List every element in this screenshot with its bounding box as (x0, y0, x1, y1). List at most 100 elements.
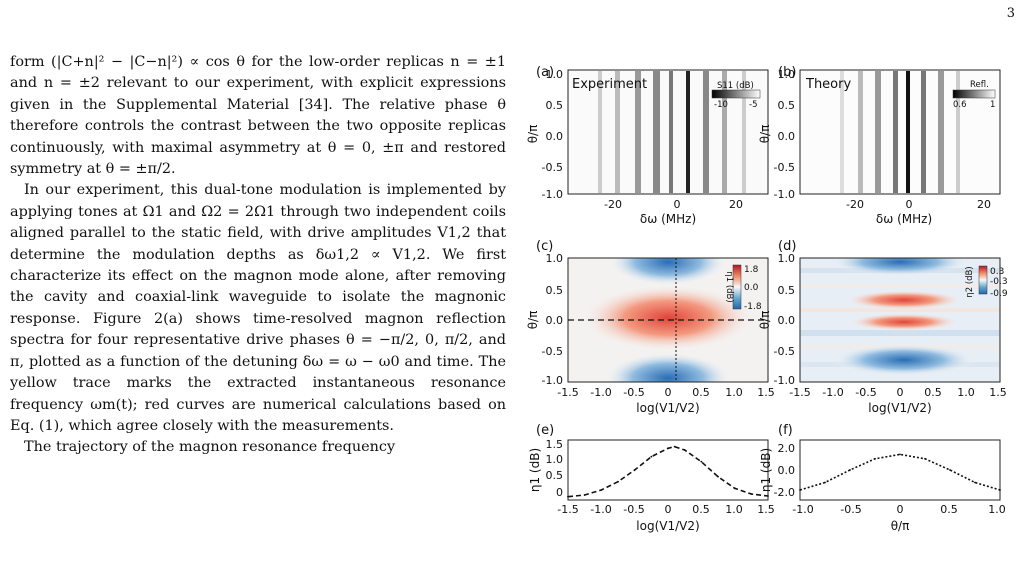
panel-c-colorbar-tick: 0.0 (744, 283, 759, 293)
panel-c-ytick: -1.0 (542, 374, 563, 387)
panel-f-data-point (799, 489, 801, 491)
panel-e-xtick: 0 (665, 503, 672, 516)
panel-a-title: Experiment (572, 77, 647, 92)
panel-b-xtick: 20 (977, 198, 991, 211)
panel-d-xtick: -0.5 (855, 386, 876, 399)
panel-d-ylabel: θ/π (758, 311, 772, 330)
panel-f-ytick: 2.0 (778, 442, 796, 455)
panel-f-axes (799, 439, 1001, 501)
panel-c-colorbar-label: η1 (dB) (724, 271, 734, 302)
panel-e-data-point (767, 495, 769, 497)
panel-c-xtick: -1.5 (557, 386, 578, 399)
panel-d-xtick: 1.5 (989, 386, 1007, 399)
panel-b-colorbar-tick: 0.6 (953, 100, 967, 110)
panel-a-ytick: 0.0 (546, 130, 564, 143)
panel-d-xlabel: log(V1/V2) (868, 401, 931, 415)
panel-f-data-point (874, 457, 876, 460)
panel-d-frame (799, 257, 1001, 383)
body-text: form (|C+n|² − |C−n|²) ∝ cos θ for the l… (10, 52, 506, 459)
panel-e-data-point (567, 495, 569, 498)
panel-b-xtick: 0 (906, 198, 913, 211)
page-number: 3 (1006, 6, 1015, 21)
panel-e-data-point (667, 447, 669, 450)
panel-c-tag: (c) (536, 239, 553, 254)
panel-a-xlabel: δω (MHz) (640, 212, 696, 226)
panel-e-xtick: -0.5 (623, 503, 644, 516)
panel-d-colorbar-tick: -0.3 (990, 277, 1008, 287)
panel-e-data-point (583, 494, 586, 496)
paragraph: In our experiment, this dual-tone modula… (10, 182, 506, 434)
panel-c-xtick: 1.0 (725, 386, 743, 399)
panel-b-ytick: -0.5 (774, 161, 795, 174)
panel-b-colorbar-tick: 1 (990, 100, 995, 110)
panel-e-data-point (700, 460, 703, 463)
paragraph: The trajectory of the magnon resonance f… (24, 439, 396, 456)
panel-b-ytick: 1.0 (778, 68, 796, 81)
panel-e-ytick: 1.0 (546, 453, 564, 466)
panel-e-ylabel: η1 (dB) (528, 448, 542, 492)
panel-f-xtick: 0.5 (940, 503, 958, 516)
panel-b-ytick: -1.0 (774, 188, 795, 201)
panel-e-ytick: 0 (556, 486, 563, 499)
panel-a: (a) Experiment S11 (dB) -10 -5 1.0 0.5 0… (526, 65, 769, 226)
panel-b-colorbar-label: Refl. (970, 80, 989, 90)
panel-a-xtick: 0 (674, 198, 681, 211)
panel-c-xtick: -0.5 (623, 386, 644, 399)
panel-c-ytick: 0.5 (546, 284, 564, 297)
panel-e-data-point (750, 493, 753, 495)
panel-b: (b) Theory Refl. 0.6 1 1.0 0.5 0.0 -0.5 … (758, 65, 1001, 226)
panel-a-ylabel: θ/π (526, 125, 540, 144)
panel-c: (c) η1 (dB) 1.8 0.0 -1.8 1.0 0.5 0.0 -0.… (526, 239, 775, 415)
panel-b-colorbar (952, 89, 996, 99)
panel-e-data-point (633, 469, 636, 471)
panel-f-data-point (974, 481, 976, 484)
panel-f-xtick: -0.5 (840, 503, 861, 516)
panel-f-xlabel: θ/π (891, 519, 910, 533)
panel-b-xlabel: δω (MHz) (876, 212, 932, 226)
panel-e-xtick: -1.0 (590, 503, 611, 516)
panel-c-colorbar (732, 264, 742, 310)
panel-d-xtick: 1.0 (957, 386, 975, 399)
panel-b-ytick: 0.0 (778, 130, 796, 143)
panel-b-tag: (b) (778, 65, 796, 80)
panel-f-data-point (849, 469, 851, 471)
panel-f-xtick: 1.0 (988, 503, 1006, 516)
panel-e-series-line (567, 445, 769, 498)
panel-d-colorbar (978, 265, 988, 295)
paragraph: form (|C+n|² − |C−n|²) ∝ cos θ for the l… (10, 54, 506, 178)
panel-e-data-point (617, 480, 619, 483)
panel-d-xtick: 0 (897, 386, 904, 399)
panel-b-title: Theory (805, 77, 851, 92)
panel-f-tag: (f) (778, 423, 793, 438)
panel-a-colorbar (711, 89, 761, 99)
panel-e-data-point (683, 449, 686, 451)
panel-d-xtick: 0.5 (924, 386, 942, 399)
panel-e-data-point (733, 487, 736, 490)
panel-e-xtick: 1.5 (757, 503, 775, 516)
panel-b-xtick: -20 (846, 198, 864, 211)
panel-a-xtick: -20 (604, 198, 622, 211)
panel-b-fringes (840, 71, 960, 193)
panel-d-xtick: -1.5 (789, 386, 810, 399)
panel-a-ytick: -0.5 (542, 161, 563, 174)
panel-a-ytick: 0.5 (546, 99, 564, 112)
panel-c-colorbar-tick: -1.8 (744, 302, 762, 312)
panel-c-xtick: 0.5 (692, 386, 710, 399)
panel-d-map (800, 258, 1000, 376)
panel-d-colorbar-tick: -0.9 (990, 289, 1008, 299)
panel-c-ylabel: θ/π (526, 311, 540, 330)
panel-e-ytick: 1.5 (546, 438, 564, 451)
panel-d-ytick: -1.0 (774, 374, 795, 387)
panel-f: (f) 2.0 0.0 -2.0 -1.0 -0.5 0 0.5 1.0 θ/π… (759, 423, 1006, 533)
panel-c-colorbar-tick: 1.8 (744, 265, 759, 275)
panel-f-data-point (949, 469, 951, 471)
panel-a-xtick: 20 (729, 198, 743, 211)
panel-e-data-point (600, 489, 603, 491)
panel-a-tag: (a) (536, 65, 554, 80)
panel-f-xtick: -1.0 (792, 503, 813, 516)
panel-d-ytick: 0.5 (778, 284, 796, 297)
panel-e-data-point (673, 445, 676, 448)
panel-c-ytick: 1.0 (546, 252, 564, 265)
panel-c-xtick: -1.0 (590, 386, 611, 399)
